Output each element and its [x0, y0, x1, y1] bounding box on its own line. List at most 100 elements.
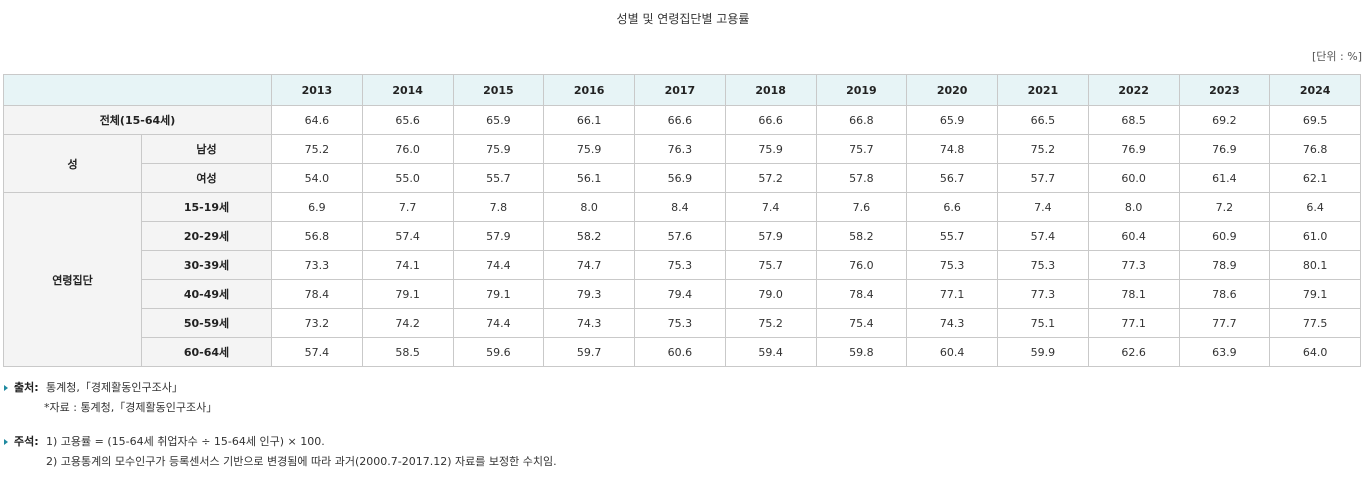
value-cell: 56.1: [543, 163, 635, 193]
value-cell: 7.2: [1178, 192, 1271, 222]
value-cell: 78.4: [815, 279, 908, 309]
row-label: 남성: [141, 134, 272, 164]
value-cell: 8.0: [1087, 192, 1180, 222]
value-cell: 57.7: [997, 163, 1089, 193]
value-cell: 65.9: [452, 105, 545, 135]
value-cell: 68.5: [1087, 105, 1180, 135]
value-cell: 79.3: [543, 279, 635, 309]
unit-label: [단위 : %]: [1312, 50, 1362, 63]
value-cell: 60.9: [1178, 221, 1271, 251]
value-cell: 80.1: [1269, 250, 1361, 280]
group-label-sex: 성: [3, 134, 142, 193]
employment-rate-table: 2013 2014 2015 2016 2017 2018 2019 2020 …: [3, 74, 1361, 367]
value-cell: 57.6: [634, 221, 726, 251]
value-cell: 74.3: [543, 308, 635, 338]
value-cell: 75.2: [724, 308, 817, 338]
value-cell: 61.0: [1269, 221, 1361, 251]
value-cell: 66.5: [997, 105, 1089, 135]
value-cell: 6.9: [271, 192, 363, 222]
table-row: 전체(15-64세) 64.6 65.6 65.9 66.1 66.6 66.6 66.8 65…: [3, 105, 1361, 135]
value-cell: 63.9: [1178, 337, 1271, 367]
value-cell: 7.4: [997, 192, 1089, 222]
value-cell: 79.1: [361, 279, 454, 309]
value-cell: 54.0: [271, 163, 363, 193]
value-cell: 57.9: [452, 221, 545, 251]
value-cell: 57.4: [361, 221, 454, 251]
value-cell: 58.2: [543, 221, 635, 251]
row-label: 여성: [141, 163, 272, 193]
value-cell: 66.6: [724, 105, 817, 135]
row-label: 30-39세: [141, 250, 272, 280]
value-cell: 75.9: [724, 134, 817, 164]
year-header: 2020: [906, 74, 998, 106]
value-cell: 75.2: [997, 134, 1089, 164]
value-cell: 78.1: [1087, 279, 1180, 309]
row-label: 15-19세: [141, 192, 272, 222]
table-row: 50-59세 73.2 74.2 74.4 74.3 75.3 75.2 75.4 74.3 75…: [4, 308, 1361, 338]
header-row: 2013 2014 2015 2016 2017 2018 2019 2020 …: [3, 74, 1361, 106]
value-cell: 62.1: [1269, 163, 1361, 193]
value-cell: 74.1: [361, 250, 454, 280]
remark-text-2: 2) 고용통계의 모수인구가 등록센서스 기반으로 변경됨에 따라 과거(200…: [46, 455, 557, 468]
value-cell: 7.6: [815, 192, 908, 222]
value-cell: 76.9: [1087, 134, 1180, 164]
value-cell: 75.9: [452, 134, 545, 164]
value-cell: 69.2: [1178, 105, 1271, 135]
value-cell: 55.0: [361, 163, 454, 193]
table-row: 연령집단 15-19세 6.9 7.7 7.8 8.0 8.4 7.4 7.6 6.6 7.4 8.0…: [3, 192, 1361, 367]
value-cell: 57.9: [724, 221, 817, 251]
year-header: 2017: [634, 74, 726, 106]
year-header: 2015: [452, 74, 545, 106]
value-cell: 58.2: [815, 221, 908, 251]
year-header: 2019: [815, 74, 908, 106]
value-cell: 7.8: [452, 192, 545, 222]
row-label: 60-64세: [141, 337, 272, 367]
table-row: 30-39세 73.3 74.1 74.4 74.7 75.3 75.7 76.0 75.3 75…: [4, 250, 1361, 280]
value-cell: 79.1: [1269, 279, 1361, 309]
remark-text-1: 1) 고용률 = (15-64세 취업자수 ÷ 15-64세 인구) × 100…: [46, 435, 325, 448]
value-cell: 74.2: [361, 308, 454, 338]
value-cell: 78.6: [1178, 279, 1271, 309]
value-cell: 77.1: [1087, 308, 1180, 338]
value-cell: 77.7: [1178, 308, 1271, 338]
value-cell: 64.0: [1269, 337, 1361, 367]
value-cell: 55.7: [906, 221, 998, 251]
group-label-age: 연령집단: [3, 192, 142, 367]
value-cell: 58.5: [361, 337, 454, 367]
table-row: 20-29세 56.8 57.4 57.9 58.2 57.6 57.9 58.2 55.7 57…: [4, 221, 1361, 251]
value-cell: 59.9: [997, 337, 1089, 367]
year-header: 2023: [1178, 74, 1271, 106]
value-cell: 75.7: [815, 134, 908, 164]
value-cell: 8.0: [543, 192, 635, 222]
bullet-icon: [4, 439, 8, 445]
source-label: 출처:: [14, 381, 39, 394]
value-cell: 56.8: [271, 221, 363, 251]
value-cell: 78.4: [271, 279, 363, 309]
row-label: 40-49세: [141, 279, 272, 309]
year-header: 2013: [271, 74, 363, 106]
year-header: 2022: [1087, 74, 1180, 106]
value-cell: 59.8: [815, 337, 908, 367]
value-cell: 59.6: [452, 337, 545, 367]
value-cell: 76.8: [1269, 134, 1361, 164]
value-cell: 60.6: [634, 337, 726, 367]
value-cell: 75.9: [543, 134, 635, 164]
row-label: 50-59세: [141, 308, 272, 338]
value-cell: 79.0: [724, 279, 817, 309]
table-row: 성 남성 75.2 76.0 75.9 75.9 76.3 75.9 75.7 74.8 75.2 7…: [3, 134, 1361, 193]
value-cell: 75.4: [815, 308, 908, 338]
value-cell: 57.8: [815, 163, 908, 193]
year-header: 2014: [361, 74, 454, 106]
value-cell: 65.9: [906, 105, 998, 135]
value-cell: 57.4: [271, 337, 363, 367]
value-cell: 74.7: [543, 250, 635, 280]
value-cell: 66.1: [543, 105, 635, 135]
year-header: 2021: [997, 74, 1089, 106]
value-cell: 6.6: [906, 192, 998, 222]
row-label-total: 전체(15-64세): [3, 105, 272, 135]
corner-cell: [3, 74, 272, 106]
value-cell: 75.1: [997, 308, 1089, 338]
value-cell: 56.9: [634, 163, 726, 193]
value-cell: 77.5: [1269, 308, 1361, 338]
value-cell: 60.4: [1087, 221, 1180, 251]
